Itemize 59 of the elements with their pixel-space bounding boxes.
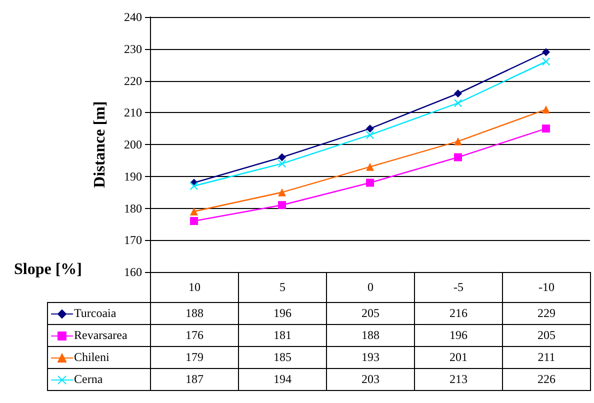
data-label: 205: [326, 302, 414, 324]
y-tick-label: 220: [124, 74, 142, 88]
data-label: 187: [150, 368, 238, 390]
point: [454, 137, 462, 146]
data-label: 205: [502, 324, 590, 346]
y-tick-label: 210: [124, 106, 142, 120]
y-tick-label: 200: [124, 138, 142, 152]
legend-label: Revarsarea: [48, 324, 150, 346]
y-tick-label: 180: [124, 201, 142, 216]
point: [454, 153, 462, 162]
data-label: 203: [326, 368, 414, 390]
data-label: 216: [414, 302, 502, 324]
data-label: 179: [150, 346, 238, 368]
point: [542, 124, 550, 133]
data-label: 196: [414, 324, 502, 346]
y-tick-label: 190: [124, 169, 142, 184]
data-label: 176: [150, 324, 238, 346]
data-label: 193: [326, 346, 414, 368]
data-label: 185: [238, 346, 326, 368]
x-tick-label: 5: [238, 272, 326, 302]
data-label: 194: [238, 368, 326, 390]
legend-label: Cerna: [48, 368, 150, 390]
y-tick-label: 230: [124, 42, 142, 56]
point: [366, 124, 374, 133]
point: [454, 90, 462, 98]
point: [190, 217, 198, 225]
data-label: 201: [414, 346, 502, 368]
data-label: 181: [238, 324, 326, 346]
data-label: 213: [414, 368, 502, 390]
data-label: 188: [150, 302, 238, 324]
data-label: 211: [502, 346, 590, 368]
point: [542, 58, 550, 66]
point: [366, 162, 374, 171]
point: [542, 48, 550, 56]
y-tick-label: 160: [124, 265, 142, 279]
data-label: 188: [326, 324, 414, 346]
x-axis-title: Slope [%]: [14, 261, 82, 279]
data-label: 226: [502, 368, 590, 390]
x-tick-label: -5: [414, 272, 502, 302]
point: [454, 99, 462, 108]
y-tick-label: 240: [124, 10, 142, 24]
point: [366, 130, 374, 139]
point: [278, 201, 286, 210]
data-label: 229: [502, 302, 590, 324]
legend-label: Chileni: [48, 346, 150, 368]
point: [366, 178, 374, 187]
point: [278, 160, 286, 168]
legend-label: Turcoaia: [48, 302, 150, 324]
y-tick-label: 170: [124, 233, 142, 248]
point: [278, 153, 286, 162]
data-label: 196: [238, 302, 326, 324]
y-axis-title: Distance [m]: [92, 101, 108, 188]
x-tick-label: 10: [150, 272, 238, 302]
point: [542, 105, 550, 114]
point: [190, 182, 198, 190]
point: [190, 207, 198, 216]
point: [278, 188, 286, 196]
x-tick-label: 0: [326, 272, 414, 302]
x-tick-label: -10: [502, 272, 590, 302]
